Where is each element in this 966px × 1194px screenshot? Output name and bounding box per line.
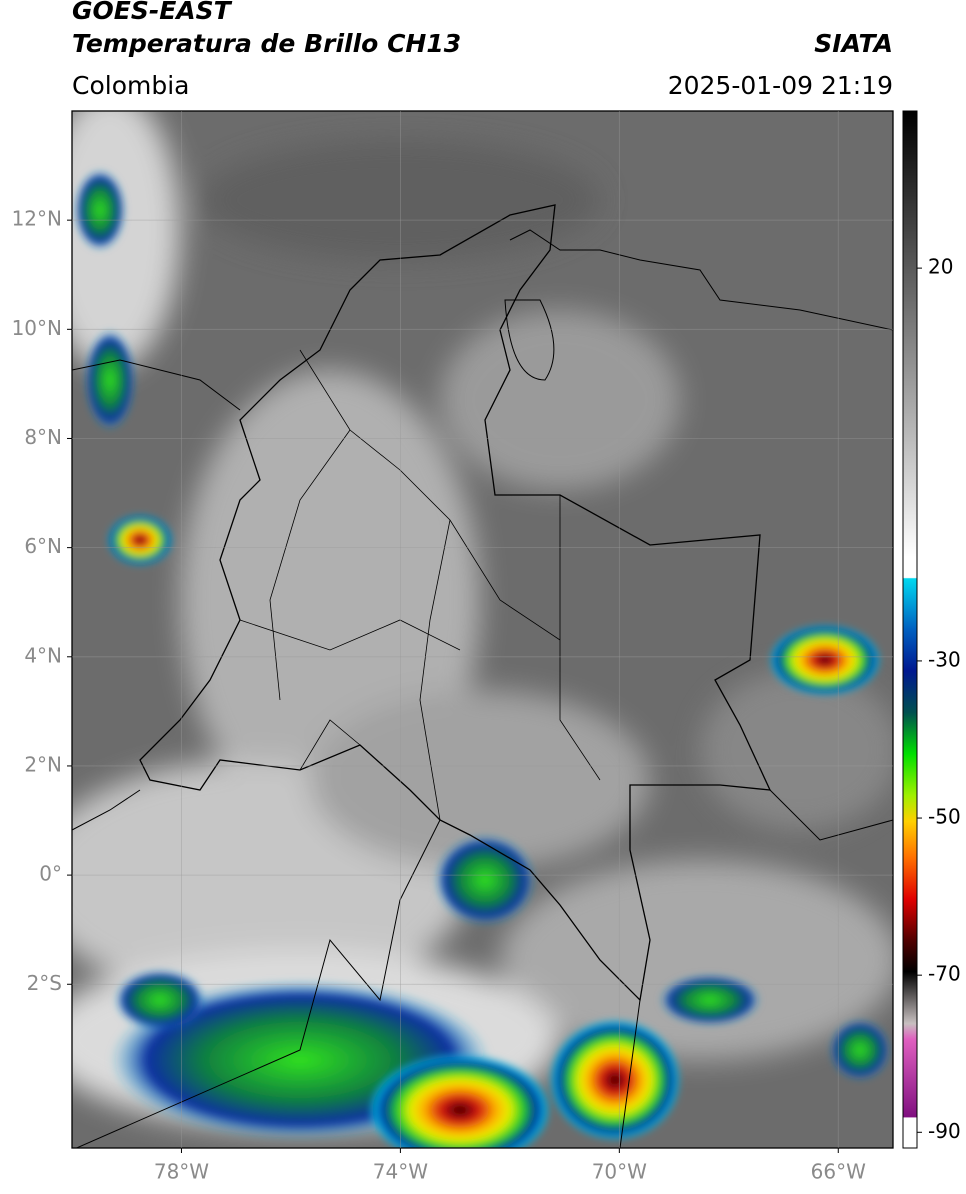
y-tick-label: 4°N	[24, 643, 62, 667]
y-tick-label: 8°N	[24, 425, 62, 449]
y-tick-label: 12°N	[12, 207, 62, 231]
y-tick-label: 6°N	[24, 534, 62, 558]
x-tick-label: 74°W	[373, 1160, 428, 1184]
region: Colombia	[72, 71, 189, 100]
map-imagery	[72, 111, 893, 1148]
x-tick-label: 78°W	[154, 1160, 209, 1184]
x-tick-label: 70°W	[592, 1160, 647, 1184]
colorbar	[902, 110, 918, 1149]
x-tick-label: 66°W	[811, 1160, 866, 1184]
map-frame	[71, 110, 894, 1149]
graticule	[72, 111, 893, 1148]
y-tick-label: 2°S	[27, 971, 62, 995]
colorbar-tick-label: -90	[928, 1119, 961, 1143]
title-line: Temperatura de Brillo CH13	[72, 29, 461, 58]
colorbar-tick-label: -70	[928, 962, 961, 986]
source: SIATA	[814, 29, 893, 58]
colorbar-tick-label: 20	[928, 255, 953, 279]
colorbar-tick-label: -50	[928, 805, 961, 829]
colorbar-tick-label: -30	[928, 647, 961, 671]
y-tick-label: 2°N	[24, 752, 62, 776]
title-line: GOES-EAST	[72, 0, 233, 25]
y-tick-label: 0°	[39, 862, 62, 886]
y-tick-label: 10°N	[12, 316, 62, 340]
timestamp: 2025-01-09 21:19	[668, 71, 893, 100]
